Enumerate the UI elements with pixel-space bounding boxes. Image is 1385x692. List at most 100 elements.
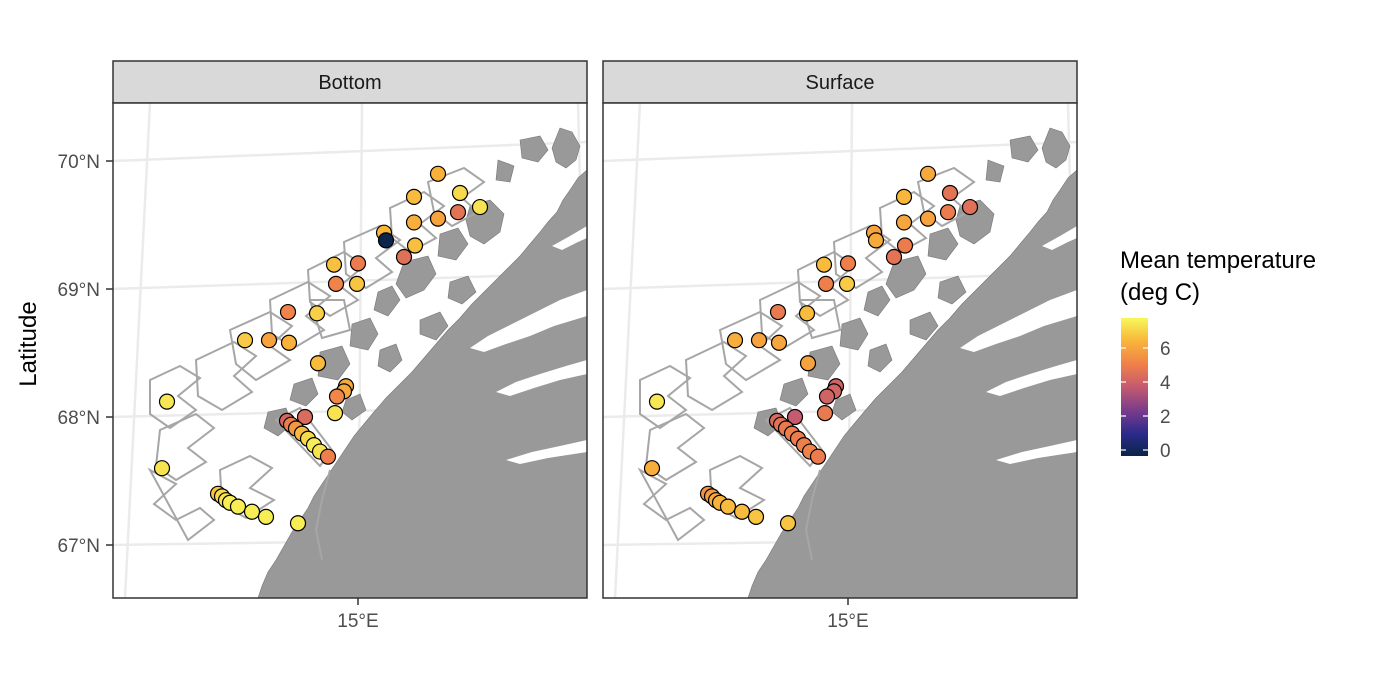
land-mass	[867, 343, 893, 373]
station-point	[406, 237, 424, 254]
stratum-outline	[804, 469, 821, 561]
legend: Mean temperature (deg C) 0 2 4 6	[1120, 247, 1316, 462]
fjord	[1042, 226, 1077, 250]
station-point	[289, 515, 307, 532]
land-mass	[779, 377, 809, 407]
land-mass	[1009, 135, 1039, 163]
land-mass	[937, 275, 967, 305]
stratum-outline	[878, 190, 936, 254]
land-mass	[885, 255, 927, 299]
x-axis: 15°E 15°E	[337, 598, 869, 632]
strip-surface	[602, 60, 1078, 104]
station-point	[153, 460, 171, 477]
stratum-outline	[228, 310, 294, 382]
land-mass	[495, 159, 515, 183]
stratum-outline	[306, 250, 366, 318]
station-point	[817, 275, 835, 292]
station-point	[309, 355, 327, 372]
y-tick-label: 68°N	[58, 408, 100, 429]
y-tick-label: 67°N	[58, 536, 100, 557]
panel-bottom: Bottom	[112, 60, 588, 599]
station-point	[867, 232, 885, 249]
station-point	[471, 198, 489, 216]
station-point	[327, 275, 345, 292]
station-point	[236, 332, 254, 349]
station-point	[719, 498, 737, 515]
fjord	[506, 440, 587, 464]
station-point	[395, 248, 413, 266]
stratum-outline	[798, 299, 842, 340]
land-mass	[349, 317, 379, 351]
station-point	[809, 448, 827, 465]
station-point	[429, 210, 447, 227]
station-point	[648, 393, 666, 410]
station-point	[348, 275, 366, 292]
land-mass	[747, 169, 1077, 598]
station-point	[919, 165, 937, 182]
stratum-outline	[314, 469, 331, 561]
fjord	[470, 290, 587, 352]
land-mass	[1041, 127, 1071, 169]
station-point	[328, 388, 346, 405]
land-mass	[909, 311, 939, 341]
station-point	[939, 204, 957, 221]
station-point	[769, 303, 787, 321]
strip-label-surface: Surface	[806, 72, 875, 94]
legend-title: Mean temperature	[1120, 247, 1316, 274]
legend-tick-label: 0	[1160, 441, 1171, 462]
survey-strata	[637, 166, 976, 561]
stratum-outline	[796, 250, 856, 318]
station-point	[243, 503, 261, 520]
station-point	[325, 256, 343, 273]
land-mass	[519, 135, 549, 163]
station-point	[750, 332, 768, 349]
x-tick-label: 15°E	[337, 611, 378, 632]
station-point	[377, 232, 395, 249]
station-point	[451, 184, 469, 202]
fjord	[986, 360, 1077, 396]
station-point	[818, 388, 836, 405]
land-mass	[927, 227, 959, 261]
station-point	[405, 214, 423, 231]
y-axis-title: Latitude	[15, 301, 42, 386]
station-point	[798, 305, 816, 322]
land-mass	[289, 377, 319, 407]
station-point	[839, 255, 857, 272]
fjord	[552, 226, 587, 250]
station-point	[257, 508, 275, 525]
legend-title: (deg C)	[1120, 279, 1200, 306]
station-point	[895, 188, 913, 205]
station-point	[799, 355, 817, 372]
station-point	[158, 393, 176, 410]
legend-tick-label: 6	[1160, 339, 1171, 360]
stratum-outline	[194, 340, 258, 412]
land-mass	[863, 285, 891, 317]
stratum-outline	[718, 310, 784, 382]
station-point	[919, 210, 937, 227]
panel-surface: Surface	[602, 60, 1078, 599]
station-point	[895, 214, 913, 231]
land	[747, 127, 1077, 598]
station-point	[733, 503, 751, 520]
station-point	[770, 334, 788, 351]
land-mass	[985, 159, 1005, 183]
y-tick-label: 70°N	[58, 152, 100, 173]
y-tick-label: 69°N	[58, 280, 100, 301]
legend-tick-label: 2	[1160, 407, 1171, 428]
station-point	[643, 460, 661, 477]
station-point	[308, 305, 326, 322]
station-point	[280, 334, 298, 351]
land-mass	[551, 127, 581, 169]
stratum-outline	[639, 364, 692, 430]
station-point	[779, 515, 797, 532]
land-mass	[373, 285, 401, 317]
station-point	[941, 184, 959, 202]
stations-surface	[643, 165, 979, 532]
stations-bottom	[153, 165, 489, 532]
land	[257, 127, 587, 598]
land-mass	[839, 317, 869, 351]
station-point	[815, 256, 833, 273]
stratum-outline	[388, 190, 446, 254]
station-point	[896, 237, 914, 254]
